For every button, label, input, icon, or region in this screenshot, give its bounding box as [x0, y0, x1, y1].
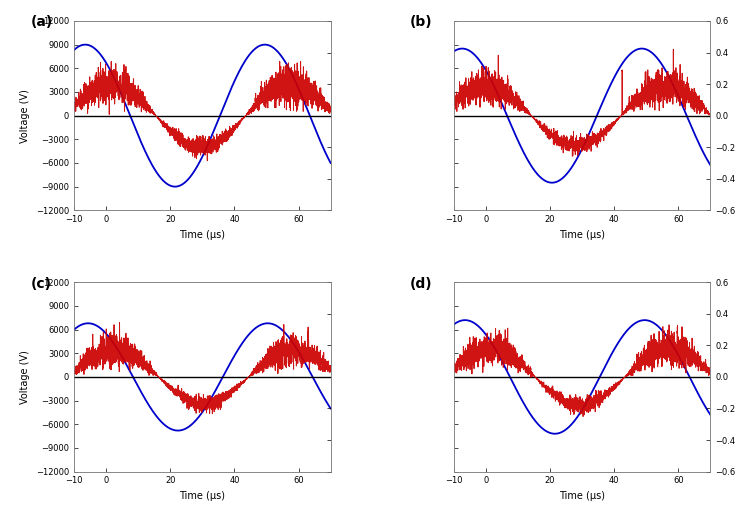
Y-axis label: Voltage (V): Voltage (V) [20, 350, 30, 404]
X-axis label: Time (μs): Time (μs) [179, 491, 225, 501]
Y-axis label: Voltage (V): Voltage (V) [20, 89, 30, 143]
Text: (a): (a) [30, 15, 53, 29]
Text: (b): (b) [410, 15, 433, 29]
X-axis label: Time (μs): Time (μs) [179, 230, 225, 239]
Text: (d): (d) [410, 277, 433, 291]
Text: (c): (c) [30, 277, 51, 291]
X-axis label: Time (μs): Time (μs) [559, 491, 605, 501]
X-axis label: Time (μs): Time (μs) [559, 230, 605, 239]
